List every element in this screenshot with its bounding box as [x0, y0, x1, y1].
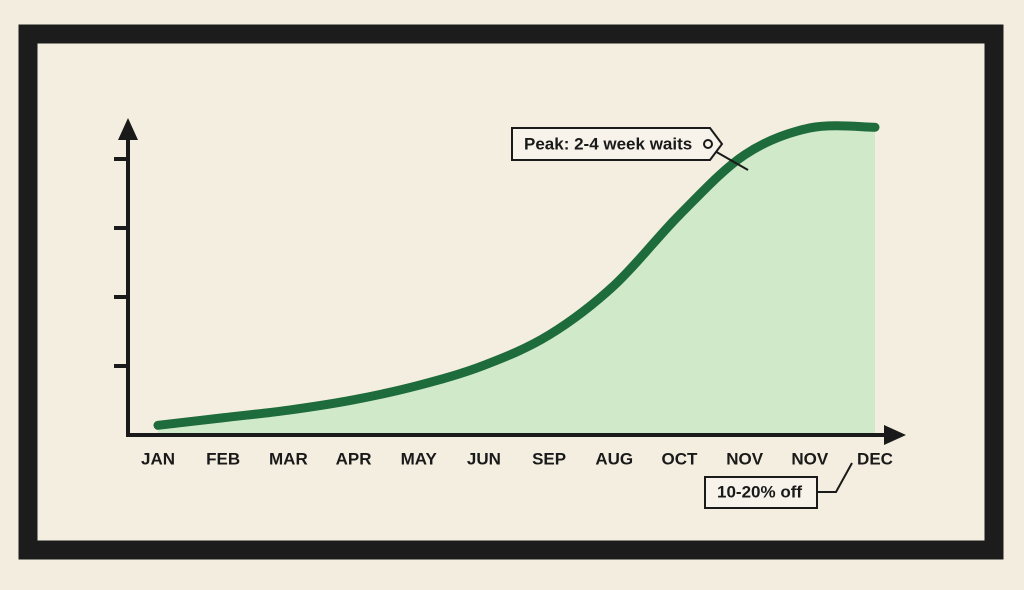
x-tick-label: NOV: [726, 449, 764, 468]
x-tick-label: MAY: [401, 449, 438, 468]
x-tick-label: DEC: [857, 449, 893, 468]
annotation: Peak: 2-4 week waits: [524, 134, 692, 153]
x-tick-label: FEB: [206, 449, 240, 468]
x-tick-label: OCT: [662, 449, 699, 468]
x-tick-label: SEP: [532, 449, 566, 468]
y-axis-arrow: [118, 118, 138, 140]
x-tick-label: JUN: [467, 449, 501, 468]
x-tick-label: APR: [336, 449, 372, 468]
area-line: [153, 121, 880, 430]
x-tick-label: MAR: [269, 449, 308, 468]
x-axis-arrow: [884, 425, 906, 445]
leader-line: [817, 462, 853, 493]
x-tick-label: AUG: [595, 449, 633, 468]
callout-pin: [703, 139, 713, 149]
callout-box: [704, 476, 818, 509]
annotation: 10-20% off: [717, 482, 802, 501]
callout-box: [511, 127, 724, 161]
discount-callout: 10-20% off: [704, 462, 853, 509]
x-tick-label: NOV: [791, 449, 829, 468]
peak-callout: Peak: 2-4 week waits: [511, 127, 749, 171]
plot-area: [153, 121, 880, 435]
axes: [114, 118, 906, 445]
x-tick-label: JAN: [141, 449, 175, 468]
